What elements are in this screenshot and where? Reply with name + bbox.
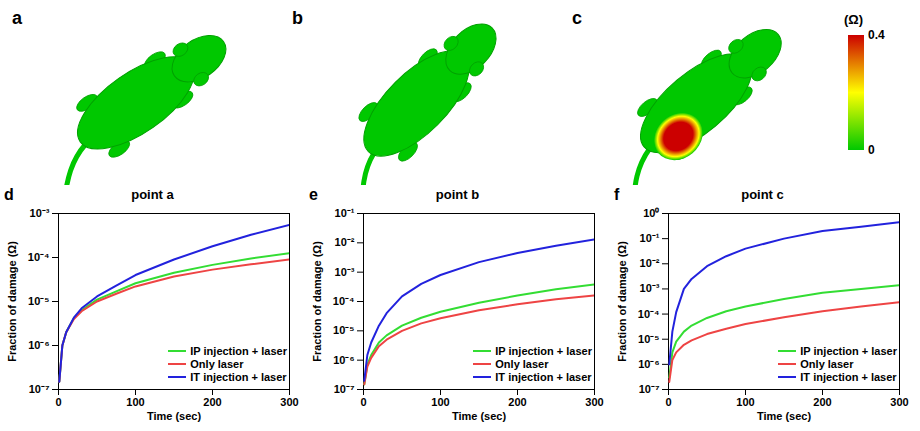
html-text:point c: point c bbox=[741, 187, 784, 202]
html-text:IP injection + laser: IP injection + laser bbox=[495, 344, 592, 357]
svg-text:100: 100 bbox=[431, 396, 449, 408]
svg-text:10⁻¹: 10⁻¹ bbox=[335, 207, 355, 219]
svg-text:Fraction of damage (Ω): Fraction of damage (Ω) bbox=[311, 241, 323, 362]
svg-text:10⁻⁴: 10⁻⁴ bbox=[638, 308, 660, 320]
svg-text:a: a bbox=[12, 8, 23, 28]
svg-text:Time (sec): Time (sec) bbox=[757, 410, 812, 422]
svg-text:0: 0 bbox=[360, 396, 366, 408]
svg-text:Time (sec): Time (sec) bbox=[452, 410, 507, 422]
svg-text:100: 100 bbox=[736, 396, 754, 408]
svg-text:10⁻²: 10⁻² bbox=[640, 257, 660, 269]
html-text:point a: point a bbox=[131, 187, 174, 202]
html-text:f: f bbox=[614, 186, 620, 203]
svg-text:0: 0 bbox=[665, 396, 671, 408]
svg-text:0: 0 bbox=[55, 396, 61, 408]
svg-text:200: 200 bbox=[203, 396, 221, 408]
html-text:IT injection + laser: IT injection + laser bbox=[190, 370, 287, 383]
svg-text:10⁻¹: 10⁻¹ bbox=[640, 232, 660, 244]
html-text:Only laser: Only laser bbox=[190, 357, 244, 370]
svg-text:10⁻⁷: 10⁻⁷ bbox=[639, 383, 660, 395]
svg-text:10⁰: 10⁰ bbox=[643, 207, 659, 219]
svg-text:10⁻⁵: 10⁻⁵ bbox=[28, 295, 49, 307]
svg-text:100: 100 bbox=[126, 396, 144, 408]
svg-text:300: 300 bbox=[280, 396, 298, 408]
html-text:d: d bbox=[4, 186, 14, 203]
svg-text:Time (sec): Time (sec) bbox=[147, 410, 202, 422]
svg-text:200: 200 bbox=[508, 396, 526, 408]
svg-text:10⁻³: 10⁻³ bbox=[335, 266, 355, 278]
svg-text:10⁻⁴: 10⁻⁴ bbox=[333, 295, 355, 307]
svg-text:0: 0 bbox=[868, 143, 875, 157]
html-text:IP injection + laser: IP injection + laser bbox=[190, 344, 287, 357]
svg-text:(Ω): (Ω) bbox=[844, 12, 863, 27]
svg-text:0.4: 0.4 bbox=[868, 28, 885, 42]
html-text:IP injection + laser: IP injection + laser bbox=[800, 344, 897, 357]
svg-text:10⁻⁷: 10⁻⁷ bbox=[29, 383, 50, 395]
svg-text:10⁻⁵: 10⁻⁵ bbox=[638, 333, 659, 345]
html-text:IT injection + laser: IT injection + laser bbox=[800, 370, 897, 383]
svg-text:10⁻⁶: 10⁻⁶ bbox=[333, 354, 354, 366]
html-text:Only laser: Only laser bbox=[495, 357, 549, 370]
svg-text:10⁻⁵: 10⁻⁵ bbox=[333, 324, 354, 336]
svg-text:10⁻⁶: 10⁻⁶ bbox=[28, 339, 49, 351]
svg-text:c: c bbox=[572, 8, 582, 28]
html-text:point b: point b bbox=[435, 187, 480, 202]
svg-text:200: 200 bbox=[813, 396, 831, 408]
svg-text:b: b bbox=[292, 8, 303, 28]
svg-text:300: 300 bbox=[890, 396, 908, 408]
svg-text:Fraction of damage (Ω): Fraction of damage (Ω) bbox=[6, 241, 18, 362]
html-text:IT injection + laser: IT injection + laser bbox=[495, 370, 592, 383]
html-text:e: e bbox=[309, 186, 318, 203]
svg-text:10⁻⁶: 10⁻⁶ bbox=[638, 358, 659, 370]
svg-text:10⁻³: 10⁻³ bbox=[30, 207, 50, 219]
svg-text:10⁻⁴: 10⁻⁴ bbox=[28, 251, 50, 263]
html-text:Only laser: Only laser bbox=[800, 357, 854, 370]
svg-text:300: 300 bbox=[585, 396, 603, 408]
svg-text:10⁻³: 10⁻³ bbox=[640, 282, 660, 294]
svg-text:10⁻²: 10⁻² bbox=[335, 236, 355, 248]
svg-text:Fraction of damage (Ω): Fraction of damage (Ω) bbox=[616, 241, 628, 362]
svg-text:10⁻⁷: 10⁻⁷ bbox=[334, 383, 355, 395]
